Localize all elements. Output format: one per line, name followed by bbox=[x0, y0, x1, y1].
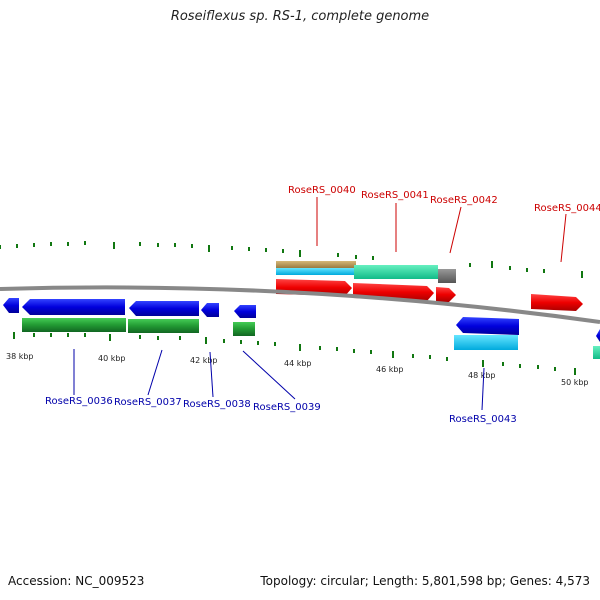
grey-track[interactable] bbox=[438, 269, 456, 283]
gene-roseRS-0037[interactable] bbox=[128, 319, 199, 333]
cds-minus-left[interactable] bbox=[3, 298, 19, 313]
gene-label-roseRS-0044[interactable]: RoseRS_0044 bbox=[534, 203, 600, 214]
gene-roseRS-0036[interactable] bbox=[22, 318, 126, 332]
outer-tick-ring bbox=[0, 241, 583, 278]
genome-summary: Topology: circular; Length: 5,801,598 bp… bbox=[260, 574, 590, 588]
cds-roseRS-0036[interactable] bbox=[22, 299, 125, 315]
label-leaders bbox=[73, 197, 567, 411]
tick-label: 38 kbp bbox=[6, 352, 34, 361]
cds-minus-right[interactable] bbox=[596, 329, 600, 342]
cds-roseRS-0044[interactable] bbox=[531, 294, 583, 311]
tick-label: 48 kbp bbox=[468, 371, 496, 380]
gene-label-roseRS-0037[interactable]: RoseRS_0037 bbox=[114, 397, 182, 408]
tick-label: 50 kbp bbox=[561, 378, 589, 387]
cyan-track-minus[interactable] bbox=[454, 335, 518, 350]
gene-label-roseRS-0036[interactable]: RoseRS_0036 bbox=[45, 396, 113, 407]
scale-labels: 38 kbp 40 kbp 42 kbp 44 kbp 46 kbp 48 kb… bbox=[6, 352, 589, 387]
accession-label: Accession: NC_009523 bbox=[8, 574, 145, 588]
tan-track[interactable] bbox=[276, 261, 356, 268]
gene-label-roseRS-0038[interactable]: RoseRS_0038 bbox=[183, 399, 251, 410]
cds-roseRS-0042[interactable] bbox=[436, 287, 456, 302]
tick-label: 46 kbp bbox=[376, 365, 404, 374]
tick-label: 40 kbp bbox=[98, 354, 126, 363]
map-title: Roseiflexus sp. RS-1, complete genome bbox=[170, 9, 430, 24]
inner-tick-ring bbox=[13, 332, 576, 375]
cds-roseRS-0043[interactable] bbox=[456, 317, 519, 335]
tick-label: 42 kbp bbox=[190, 356, 218, 365]
genome-backbone bbox=[0, 285, 600, 324]
teal-track-minus[interactable] bbox=[593, 346, 600, 359]
teal-track[interactable] bbox=[354, 265, 438, 279]
cds-roseRS-0038[interactable] bbox=[201, 303, 219, 317]
gene-label-roseRS-0043[interactable]: RoseRS_0043 bbox=[449, 414, 517, 425]
tick-label: 44 kbp bbox=[284, 359, 312, 368]
cds-roseRS-0039[interactable] bbox=[234, 305, 256, 318]
gene-roseRS-0039[interactable] bbox=[233, 322, 255, 336]
gene-label-roseRS-0042[interactable]: RoseRS_0042 bbox=[430, 195, 498, 206]
gene-label-roseRS-0039[interactable]: RoseRS_0039 bbox=[253, 402, 321, 413]
gene-labels: RoseRS_0040 RoseRS_0041 RoseRS_0042 Rose… bbox=[45, 185, 600, 425]
cds-roseRS-0037[interactable] bbox=[129, 301, 199, 316]
gene-label-roseRS-0041[interactable]: RoseRS_0041 bbox=[361, 190, 429, 201]
gene-label-roseRS-0040[interactable]: RoseRS_0040 bbox=[288, 185, 356, 196]
cyan-track[interactable] bbox=[276, 268, 356, 275]
